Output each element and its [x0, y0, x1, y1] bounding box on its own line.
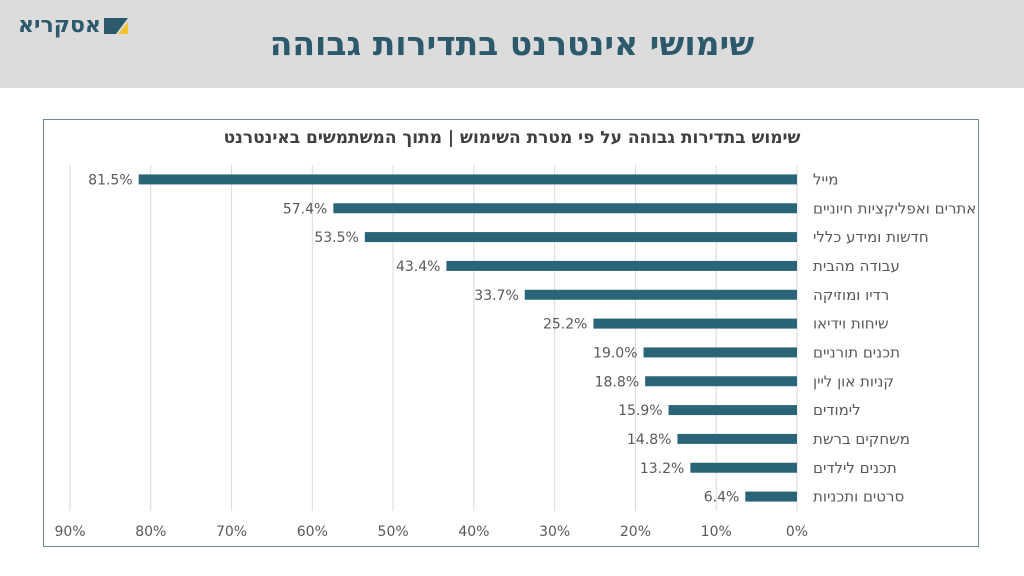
category-label: חדשות ומידע כללי [813, 228, 929, 246]
data-label: 14.8% [627, 432, 671, 448]
data-label: 33.7% [474, 288, 518, 304]
category-label: תכנים תורניים [813, 343, 900, 361]
data-label: 19.0% [593, 345, 637, 361]
x-tick-label: 50% [378, 524, 409, 540]
category-label: שיחות וידיאו [813, 315, 889, 333]
x-tick-label: 80% [135, 524, 166, 540]
page-title: שימושי אינטרנט בתדירות גבוהה [269, 24, 755, 63]
x-tick-label: 70% [216, 524, 247, 540]
bar [333, 203, 797, 214]
category-label: מייל [813, 170, 838, 188]
x-tick-label: 60% [297, 524, 328, 540]
category-label: סרטים ותכניות [813, 488, 904, 506]
category-label: רדיו ומוזיקה [813, 286, 889, 304]
bar [690, 462, 797, 473]
bar [645, 376, 797, 387]
bar [524, 289, 797, 300]
data-label: 13.2% [640, 461, 684, 477]
data-label: 18.8% [595, 374, 639, 390]
chart-title: שימוש בתדירות גבוהה על פי מטרת השימוש | … [223, 128, 801, 148]
category-label: אתרים ואפליקציות חיוניים [813, 199, 976, 217]
x-tick-label: 20% [620, 524, 651, 540]
bar [593, 318, 797, 329]
bar [446, 260, 797, 271]
logo-mark-icon [103, 18, 128, 34]
bar [138, 174, 797, 185]
data-label: 6.4% [704, 490, 740, 506]
chart-frame [43, 119, 979, 547]
bar [668, 405, 797, 416]
data-label: 25.2% [543, 317, 587, 333]
x-tick-label: 40% [458, 524, 489, 540]
bar [677, 433, 797, 444]
bar [643, 347, 797, 358]
category-label: תכנים לילדים [813, 459, 897, 477]
data-label: 81.5% [88, 172, 132, 188]
bar [745, 491, 797, 502]
x-tick-label: 90% [54, 524, 85, 540]
category-label: לימודים [813, 401, 861, 419]
data-label: 53.5% [314, 230, 358, 246]
x-tick-label: 0% [786, 524, 808, 540]
bar [364, 232, 797, 243]
category-label: קניות און ליין [813, 372, 894, 390]
logo-text: אסקריא [18, 13, 101, 38]
category-label: עבודה מהבית [813, 257, 900, 275]
category-label: משחקים ברשת [813, 430, 910, 448]
data-label: 43.4% [396, 259, 440, 275]
logo: אסקריא [18, 12, 128, 40]
data-label: 57.4% [283, 201, 327, 217]
data-label: 15.9% [618, 403, 662, 419]
x-tick-label: 10% [701, 524, 732, 540]
header-band [0, 0, 1024, 88]
x-tick-label: 30% [539, 524, 570, 540]
